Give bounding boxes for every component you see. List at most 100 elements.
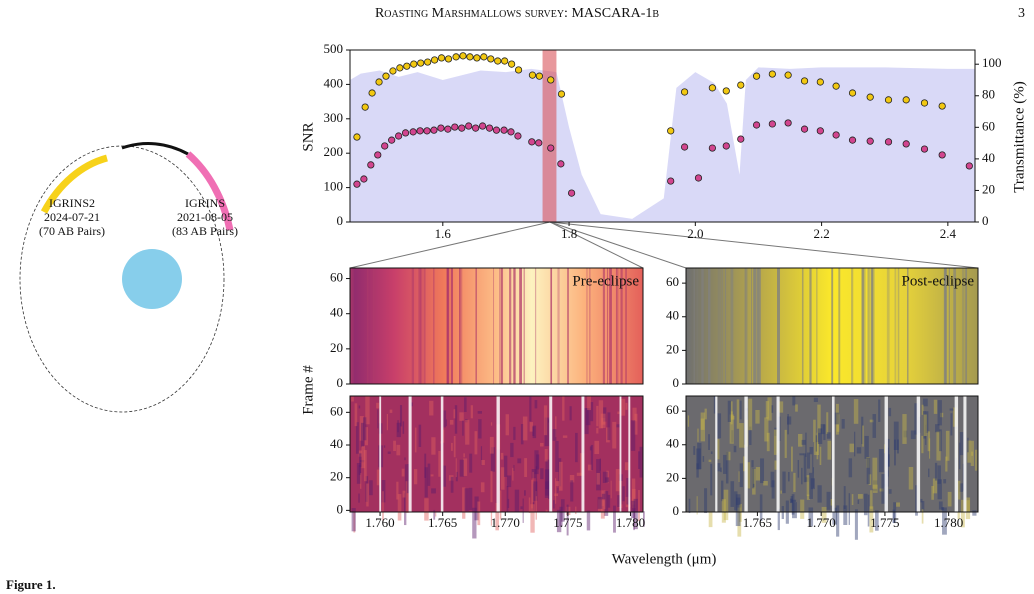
noise bbox=[404, 464, 407, 494]
noise bbox=[881, 474, 886, 504]
noise bbox=[613, 505, 616, 533]
noise bbox=[696, 496, 698, 515]
noise bbox=[620, 486, 625, 502]
noise bbox=[863, 493, 868, 516]
noise bbox=[478, 419, 482, 439]
y-tick-label: 100 bbox=[324, 179, 344, 194]
noise bbox=[532, 483, 535, 511]
noise bbox=[612, 421, 617, 449]
noise bbox=[463, 453, 465, 458]
noise bbox=[363, 450, 367, 482]
point bbox=[535, 139, 543, 147]
noise bbox=[937, 465, 941, 484]
noise bbox=[540, 468, 544, 480]
noise bbox=[784, 429, 787, 458]
masked-column bbox=[581, 396, 585, 512]
point bbox=[920, 145, 929, 153]
y-tick-label: 500 bbox=[324, 41, 344, 56]
noise bbox=[366, 483, 369, 507]
noise bbox=[638, 490, 640, 522]
noise bbox=[791, 446, 793, 472]
y-tick-label: 0 bbox=[673, 375, 680, 390]
noise bbox=[600, 500, 605, 519]
noise bbox=[361, 445, 365, 449]
point bbox=[451, 123, 459, 131]
point bbox=[832, 82, 840, 90]
point bbox=[480, 53, 488, 61]
noise bbox=[544, 417, 550, 447]
noise bbox=[617, 411, 620, 415]
noise bbox=[755, 409, 760, 424]
stripe bbox=[519, 268, 522, 384]
noise bbox=[797, 459, 800, 478]
noise bbox=[451, 442, 453, 451]
noise bbox=[789, 498, 793, 504]
y-tick-label: 60 bbox=[666, 402, 679, 417]
noise bbox=[892, 509, 896, 523]
noise bbox=[477, 501, 481, 526]
noise bbox=[356, 462, 362, 484]
heatmap-image bbox=[350, 396, 645, 539]
noise bbox=[554, 493, 559, 497]
noise bbox=[869, 506, 874, 533]
noise bbox=[505, 414, 509, 436]
noise bbox=[633, 509, 635, 531]
stripe bbox=[886, 268, 890, 384]
noise bbox=[555, 416, 557, 438]
noise bbox=[624, 462, 629, 471]
noise bbox=[923, 398, 928, 407]
noise bbox=[806, 452, 811, 469]
point bbox=[417, 59, 425, 67]
page-number: 3 bbox=[1018, 6, 1025, 21]
noise bbox=[359, 416, 364, 441]
noise bbox=[809, 446, 814, 455]
noise bbox=[543, 405, 548, 436]
y2-tick-label: 40 bbox=[982, 150, 995, 165]
noise bbox=[594, 440, 600, 455]
y2-tick-label: 60 bbox=[982, 118, 995, 133]
y-tick-label: 20 bbox=[666, 469, 679, 484]
noise bbox=[700, 418, 705, 430]
noise bbox=[925, 411, 929, 433]
noise bbox=[603, 490, 606, 510]
stripe bbox=[943, 268, 947, 384]
noise bbox=[620, 398, 626, 416]
noise bbox=[402, 490, 406, 498]
panel-frame bbox=[685, 395, 979, 513]
stripe bbox=[609, 268, 612, 384]
point bbox=[848, 136, 857, 144]
noise bbox=[872, 414, 877, 438]
noise bbox=[596, 405, 599, 427]
point bbox=[737, 81, 745, 89]
noise bbox=[631, 488, 636, 509]
point bbox=[848, 89, 857, 97]
noise bbox=[490, 511, 493, 526]
transmittance-area bbox=[350, 67, 975, 223]
noise bbox=[849, 443, 855, 453]
point bbox=[528, 138, 536, 146]
noise bbox=[556, 509, 562, 533]
noise bbox=[866, 457, 871, 485]
point bbox=[416, 127, 424, 135]
noise bbox=[879, 488, 884, 492]
noise bbox=[472, 507, 477, 539]
noise bbox=[606, 470, 609, 484]
noise bbox=[607, 412, 611, 441]
noise bbox=[857, 494, 863, 499]
point bbox=[535, 72, 543, 80]
noise bbox=[513, 426, 516, 440]
noise bbox=[774, 427, 777, 436]
pairs: (83 AB Pairs) bbox=[172, 224, 238, 238]
noise bbox=[396, 481, 399, 500]
noise bbox=[522, 416, 528, 441]
point bbox=[430, 56, 439, 64]
noise bbox=[942, 507, 947, 535]
point bbox=[902, 96, 910, 104]
point bbox=[360, 175, 368, 183]
noise bbox=[915, 485, 918, 516]
noise bbox=[387, 451, 391, 454]
panel-label: Pre-eclipse bbox=[572, 273, 639, 289]
y2-tick-label: 100 bbox=[982, 55, 1002, 70]
noise bbox=[389, 409, 393, 413]
noise bbox=[727, 400, 732, 422]
